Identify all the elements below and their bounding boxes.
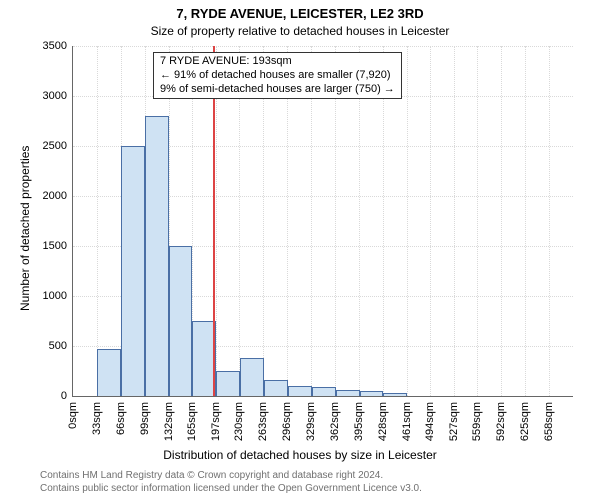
ytick-label: 1000 [43,290,73,302]
xtick-label: 362sqm [329,396,341,441]
xtick-label: 99sqm [139,396,151,435]
histogram-bar [121,146,145,396]
xtick-label: 658sqm [543,396,555,441]
histogram-bar [97,349,121,396]
xtick-label: 527sqm [448,396,460,441]
xtick-label: 296sqm [281,396,293,441]
histogram-bar [145,116,169,396]
xtick-label: 494sqm [424,396,436,441]
xtick-label: 329sqm [305,396,317,441]
gridline-v [430,46,431,396]
ytick-label: 3000 [43,90,73,102]
gridline-v [407,46,408,396]
footer-line2: Contains public sector information licen… [40,483,422,496]
ytick-label: 2500 [43,140,73,152]
plot-area: 05001000150020002500300035000sqm33sqm66s… [72,46,573,397]
ytick-label: 3500 [43,40,73,52]
annotation-line: ← 91% of detached houses are smaller (7,… [160,69,395,83]
footer-line1: Contains HM Land Registry data © Crown c… [40,470,422,483]
gridline-v [97,46,98,396]
annotation-line: 9% of semi-detached houses are larger (7… [160,83,395,97]
xtick-label: 263sqm [257,396,269,441]
xtick-label: 395sqm [353,396,365,441]
ytick-label: 2000 [43,190,73,202]
xtick-label: 592sqm [495,396,507,441]
histogram-bar [288,386,312,396]
ytick-label: 1500 [43,240,73,252]
xtick-label: 625sqm [519,396,531,441]
xtick-label: 165sqm [186,396,198,441]
xtick-label: 33sqm [91,396,103,435]
gridline-v [501,46,502,396]
gridline-v [477,46,478,396]
annotation-box: 7 RYDE AVENUE: 193sqm← 91% of detached h… [153,52,402,99]
gridline-v [525,46,526,396]
histogram-bar [169,246,193,396]
y-axis-label: Number of detached properties [18,146,32,311]
gridline-v [454,46,455,396]
chart-title: 7, RYDE AVENUE, LEICESTER, LE2 3RD [0,6,600,21]
xtick-label: 559sqm [471,396,483,441]
x-axis-label: Distribution of detached houses by size … [0,448,600,462]
histogram-bar [240,358,264,396]
chart-subtitle: Size of property relative to detached ho… [0,24,600,38]
histogram-bar [312,387,336,396]
ytick-label: 500 [49,340,73,352]
histogram-bar [360,391,384,396]
histogram-bar [264,380,288,396]
histogram-bar [383,393,407,396]
histogram-bar [336,390,360,396]
footer-attribution: Contains HM Land Registry data © Crown c… [40,470,422,495]
xtick-label: 66sqm [115,396,127,435]
xtick-label: 0sqm [67,396,79,429]
xtick-label: 230sqm [233,396,245,441]
xtick-label: 428sqm [377,396,389,441]
gridline-h [73,46,573,47]
xtick-label: 197sqm [210,396,222,441]
chart-container: 7, RYDE AVENUE, LEICESTER, LE2 3RD Size … [0,0,600,500]
gridline-v [549,46,550,396]
histogram-bar [216,371,240,396]
xtick-label: 132sqm [163,396,175,441]
xtick-label: 461sqm [401,396,413,441]
annotation-line: 7 RYDE AVENUE: 193sqm [160,55,395,69]
